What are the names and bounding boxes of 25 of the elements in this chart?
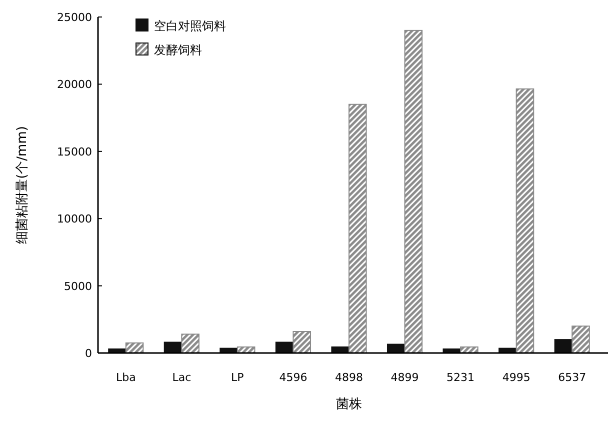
x-tick-label: Lac — [172, 371, 192, 384]
y-tick-label: 0 — [85, 347, 92, 360]
x-tick-label: 4898 — [335, 371, 363, 384]
x-tick-label: 5231 — [446, 371, 475, 384]
legend-label: 空白对照饲料 — [154, 19, 226, 33]
x-axis-title: 菌株 — [336, 397, 362, 412]
x-tick-label: 6537 — [558, 371, 586, 384]
x-tick-label: Lba — [116, 371, 136, 384]
bar — [516, 88, 534, 354]
bar — [292, 330, 312, 354]
y-tick-label: 25000 — [57, 11, 92, 24]
y-tick-label: 10000 — [57, 212, 92, 226]
bar — [404, 30, 423, 354]
y-axis-title: 细菌粘附量(个/mm) — [15, 126, 30, 244]
x-tick-label: 4596 — [279, 371, 308, 384]
x-tick-label: 4899 — [390, 371, 419, 384]
bar — [348, 104, 367, 354]
y-tick-label: 5000 — [64, 280, 92, 293]
x-tick-label: LP — [231, 371, 244, 384]
y-tick-label: 20000 — [57, 78, 92, 92]
y-tick-label: 15000 — [57, 145, 92, 158]
bar — [572, 326, 590, 354]
x-tick-label: 4995 — [502, 371, 530, 384]
bar — [181, 334, 200, 354]
legend-label: 发酵饲料 — [154, 43, 202, 57]
